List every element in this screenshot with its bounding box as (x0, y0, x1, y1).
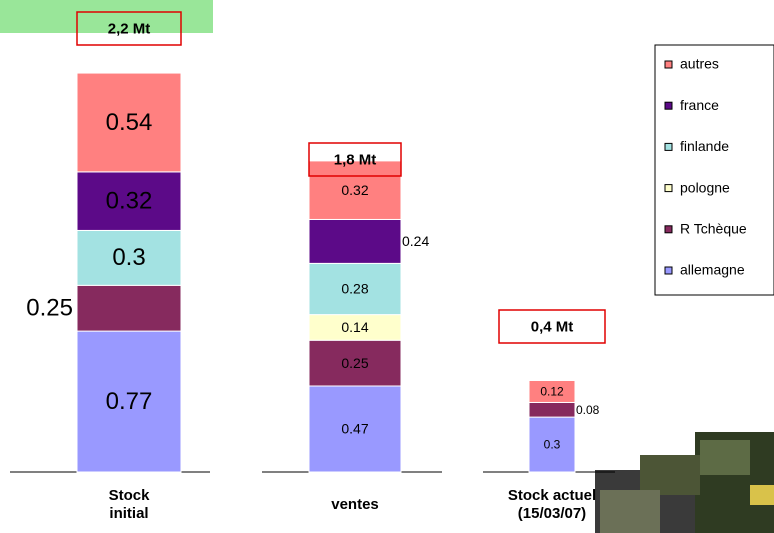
value-label: 0.3 (112, 244, 145, 271)
total-box (498, 309, 606, 344)
bar-segment (308, 160, 402, 220)
total-label: 2,2 Mt (108, 20, 151, 37)
value-label: 0.32 (106, 188, 153, 215)
category-label: Stock initial (108, 487, 150, 522)
value-label: 0.3 (544, 438, 561, 452)
legend-swatch (664, 225, 673, 234)
bar-segment (528, 380, 576, 403)
legend-swatch (664, 142, 673, 151)
bar-segment (76, 284, 182, 332)
category-label: Stock actuel (15/03/07) (507, 487, 597, 522)
legend-box (654, 44, 774, 296)
category-label: ventes (331, 496, 379, 513)
total-box (308, 142, 402, 177)
total-label: 0,4 Mt (531, 318, 574, 335)
value-label: 0.12 (540, 385, 564, 399)
legend-label: R Tchèque (680, 221, 747, 237)
legend-label: france (680, 97, 719, 113)
legend-swatch (664, 184, 673, 193)
value-label: 0.77 (106, 388, 153, 415)
legend-label: allemagne (680, 262, 745, 278)
legend-swatch (664, 266, 673, 275)
legend-label: autres (680, 56, 719, 72)
bar-segment (308, 262, 402, 316)
bar-segment (76, 171, 182, 231)
bar-segment (528, 401, 576, 418)
value-label: 0.54 (106, 109, 153, 136)
bar-segment (528, 416, 576, 473)
value-label: 0.32 (341, 182, 368, 198)
photo-collage (595, 432, 774, 533)
legend-swatch (664, 101, 673, 110)
legend-label: pologne (680, 179, 730, 195)
bar-segment (76, 72, 182, 173)
bar-segment (308, 218, 402, 264)
header-band (0, 0, 213, 33)
value-label: 0.25 (26, 295, 73, 322)
value-label: 0.14 (341, 319, 368, 335)
value-label: 0.28 (341, 281, 368, 297)
value-label: 0.08 (576, 403, 600, 417)
total-box (76, 11, 182, 46)
value-label: 0.47 (341, 421, 368, 437)
bar-segment (76, 330, 182, 473)
total-label: 1,8 Mt (334, 151, 377, 168)
value-label: 0.25 (341, 355, 368, 371)
value-label: 0.24 (402, 233, 429, 249)
legend-label: finlande (680, 138, 729, 154)
legend-swatch (664, 60, 673, 69)
bar-segment (76, 229, 182, 286)
